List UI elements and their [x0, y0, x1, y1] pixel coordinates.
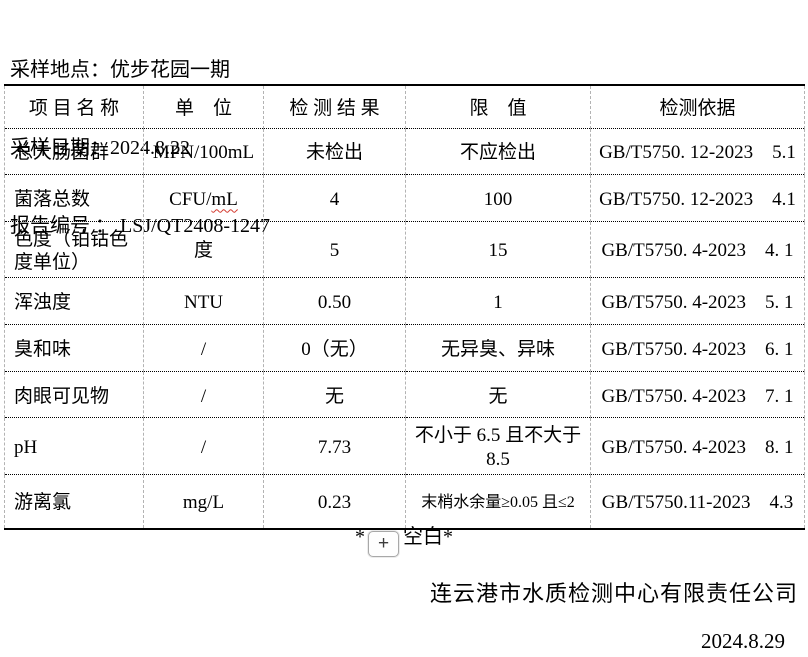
cell-basis: GB/T5750. 4-2023 8. 1 — [590, 417, 805, 475]
table-row: 臭和味 / 0（无） 无异臭、异味 GB/T5750. 4-2023 6. 1 — [4, 324, 805, 372]
cell-unit: MPN/100mL — [143, 128, 264, 175]
cell-basis: GB/T5750. 12-2023 4.1 — [590, 174, 805, 222]
company-name: 连云港市水质检测中心有限责任公司 — [429, 581, 798, 606]
cell-result: 0.50 — [263, 277, 406, 325]
cell-result: 无 — [263, 371, 406, 418]
cell-item-name: 肉眼可见物 — [4, 371, 144, 418]
cell-limit: 不小于 6.5 且不大于 8.5 — [405, 417, 591, 475]
cell-unit: / — [143, 324, 264, 372]
cell-result: 0.23 — [263, 474, 406, 529]
table-header-row: 项 目 名 称 单 位 检 测 结 果 限 值 检测依据 — [4, 85, 805, 129]
cell-limit: 不应检出 — [405, 128, 591, 175]
cell-item-name: 总大肠菌群 — [4, 128, 144, 175]
cell-limit: 15 — [405, 221, 591, 278]
sampling-location-line: 采样地点：优步花园一期 — [10, 59, 230, 81]
cell-unit: / — [143, 371, 264, 418]
test-results-table: 项 目 名 称 单 位 检 测 结 果 限 值 检测依据 总大肠菌群 MPN/1… — [4, 84, 805, 530]
cell-limit: 无异臭、异味 — [405, 324, 591, 372]
cell-result: 4 — [263, 174, 406, 222]
table-row: 色度（铂钴色度单位） 度 5 15 GB/T5750. 4-2023 4. 1 — [4, 221, 805, 278]
column-header-item-name: 项 目 名 称 — [4, 85, 144, 129]
cell-item-name: 浑浊度 — [4, 277, 144, 325]
cell-unit: 度 — [143, 221, 264, 278]
blank-marker: * + 空白* — [0, 520, 808, 557]
column-header-result: 检 测 结 果 — [263, 85, 406, 129]
cell-basis: GB/T5750.11-2023 4.3 — [590, 474, 805, 529]
table-row: 菌落总数 CFU/mL 4 100 GB/T5750. 12-2023 4.1 — [4, 174, 805, 222]
cell-limit: 1 — [405, 277, 591, 325]
column-header-basis: 检测依据 — [590, 85, 805, 129]
cell-item-name: 游离氯 — [4, 474, 144, 529]
column-header-unit: 单 位 — [143, 85, 264, 129]
cell-item-name: 色度（铂钴色度单位） — [4, 221, 144, 278]
cell-item-name: 菌落总数 — [4, 174, 144, 222]
blank-marker-prefix: * — [355, 526, 365, 548]
cell-basis: GB/T5750. 4-2023 5. 1 — [590, 277, 805, 325]
cell-item-name: pH — [4, 417, 144, 475]
cell-limit: 无 — [405, 371, 591, 418]
cell-basis: GB/T5750. 4-2023 6. 1 — [590, 324, 805, 372]
unit-misspelled-text: mL — [211, 188, 238, 210]
table-row: pH / 7.73 不小于 6.5 且不大于 8.5 GB/T5750. 4-2… — [4, 417, 805, 475]
cell-unit: / — [143, 417, 264, 475]
cell-unit: NTU — [143, 277, 264, 325]
cell-item-name: 臭和味 — [4, 324, 144, 372]
blank-marker-suffix: 空白* — [403, 526, 453, 548]
cell-unit: CFU/mL — [143, 174, 264, 222]
cell-limit: 末梢水余量≥0.05 且≤2 — [405, 474, 591, 529]
cell-result: 未检出 — [263, 128, 406, 175]
column-header-limit: 限 值 — [405, 85, 591, 129]
unit-prefix: CFU/ — [169, 188, 212, 210]
cell-result: 5 — [263, 221, 406, 278]
table-row: 浑浊度 NTU 0.50 1 GB/T5750. 4-2023 5. 1 — [4, 277, 805, 325]
cell-limit: 100 — [405, 174, 591, 222]
cell-basis: GB/T5750. 4-2023 4. 1 — [590, 221, 805, 278]
cell-basis: GB/T5750. 12-2023 5.1 — [590, 128, 805, 175]
table-row: 肉眼可见物 / 无 无 GB/T5750. 4-2023 7. 1 — [4, 371, 805, 418]
cell-basis: GB/T5750. 4-2023 7. 1 — [590, 371, 805, 418]
table-row: 总大肠菌群 MPN/100mL 未检出 不应检出 GB/T5750. 12-20… — [4, 128, 805, 175]
cell-result: 7.73 — [263, 417, 406, 475]
report-date: 2024.8.29 — [701, 629, 785, 653]
plus-button-icon[interactable]: + — [368, 531, 399, 557]
table-row: 游离氯 mg/L 0.23 末梢水余量≥0.05 且≤2 GB/T5750.11… — [4, 474, 805, 529]
cell-result: 0（无） — [263, 324, 406, 372]
cell-unit: mg/L — [143, 474, 264, 529]
